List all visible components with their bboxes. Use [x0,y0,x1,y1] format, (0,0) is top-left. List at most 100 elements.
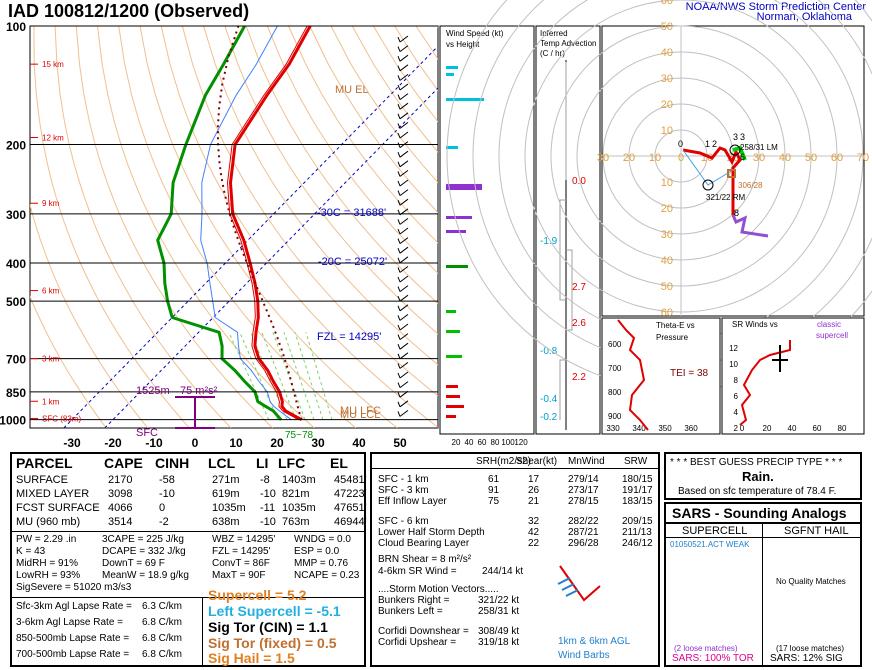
parcel-header: EL [330,455,348,471]
hodograph-tick: 50 [661,21,673,33]
temp-tick-label: -30 [63,436,81,450]
sr-winds-ytick: 6 [734,392,739,401]
storm-motion-value: 319/18 kt [478,637,520,648]
kinematic-cell: 91 [488,485,500,496]
wind-barb-flag [397,238,401,244]
parcel-divider [202,597,203,665]
sars-sig: SARS: 12% SIG [770,653,843,664]
dry-adiabat [245,26,438,305]
sars-col-hail: SGFNT HAIL [784,525,849,537]
theta-e-xtick: 340 [632,424,646,433]
kinematic-cell: SFC - 6 km [378,516,429,527]
virtual-temp-trace [226,26,308,421]
lapse-label: Sfc-3km Agl Lapse Rate = [16,601,132,612]
hodograph-tick: 40 [779,152,791,164]
wind-barb [399,217,409,225]
theta-e-ytick: 800 [608,388,622,397]
wind-barb-flag [397,46,401,52]
wind-speed-bar [446,415,456,418]
wind-speed-tick: 120 [514,438,528,447]
sr-winds-frame [721,317,865,435]
hodograph-height-label: 0 [678,139,683,149]
height-label: 3 km [42,355,60,364]
wind-barb-flag [397,372,401,379]
parcel-cell: 0 [159,502,166,514]
wind-barb [399,323,409,331]
index-cell: SigSevere = 51020 m3/s3 [16,582,132,593]
kinematic-cell: 32 [528,516,540,527]
kinematic-cell: 209/15 [622,516,653,527]
wind-barb-flag [397,296,401,302]
sfc-temps-label: 75~78 [285,430,314,441]
kinematic-cell: 279/14 [568,474,599,485]
wind-barb [399,45,409,52]
parcel-cell: MU (960 mb) [16,516,81,528]
parcel-cell: MIXED LAYER [16,488,90,500]
mean-wind-marker [727,169,736,178]
pressure-tick-label: 100 [6,20,26,34]
wind-barb-flag [397,411,401,417]
agl-wind-barbs [557,565,601,602]
temp-tick-label: 50 [393,436,407,450]
parcel-cell: -2 [159,516,169,528]
supercell-param: Supercell = 5.2 [208,587,307,603]
sr-winds-xtick: 0 [740,424,745,433]
wind-barb-flag [397,190,401,196]
wind-barb-flag [397,257,401,263]
page-title: IAD 100812/1200 (Observed) [8,1,250,21]
dry-adiabat [75,26,273,428]
wind-barb [399,381,409,389]
hodograph-tick: 50 [805,152,817,164]
wind-barb-flag [397,344,401,350]
mu-lfc-label: MU LFC [340,405,381,417]
parcel-cell: 821m [282,488,310,500]
storm-motion-value: 308/49 kt [478,626,520,637]
parcel-header: CAPE [104,455,143,471]
isotherm-line [104,87,438,428]
temp-tick-label: 30 [311,436,325,450]
height-label: SFC (83m) [42,414,81,423]
wind-speed-bar [446,146,458,149]
hodograph-trace-high [731,214,769,238]
sars-loose-hail: (17 loose matches) [776,644,845,653]
kinematic-cell: 42 [528,527,540,538]
kinematic-cell: 26 [528,485,540,496]
sr-winds-xtick: 80 [838,424,847,433]
index-cell: LowRH = 93% [16,570,81,581]
theta-e-xtick: 360 [684,424,698,433]
sr-winds-legend-1: classic [817,320,841,329]
moist-adiabat [228,332,270,420]
dry-adiabat [160,26,438,428]
wind-barb [399,275,409,283]
kinematic-cell: SFC - 3 km [378,485,429,496]
theta-e-xtick: 350 [658,424,672,433]
dry-adiabat [97,26,315,428]
sr-winds-panel: SR Winds vs classic supercell 12 10 8 6 4 2 0 20 40… [721,317,865,435]
mu-el-label: MU EL [335,84,369,96]
wind-speed-bar [446,330,460,333]
wind-barb-flag [397,94,401,100]
sr-winds-ytick: 4 [734,408,739,417]
lapse-label: 850-500mb Lapse Rate = [16,633,130,644]
kinematic-cell: Eff Inflow Layer [378,496,447,507]
kinematic-cell: 278/15 [568,496,599,507]
temp-advection-value: 2.7 [572,282,586,293]
temp-advection-frame [535,25,601,435]
kinematic-cell: Cloud Bearing Layer [378,538,470,549]
wind-barb [399,131,409,139]
dry-adiabat [224,26,438,335]
sr-winds-xtick: 60 [813,424,822,433]
wind-barb-flag [397,401,401,407]
wind-barb-flag [397,267,401,273]
kinematic-cell: 180/15 [622,474,653,485]
theta-e-xtick: 330 [606,424,620,433]
parcel-cell: 3514 [108,516,133,528]
wind-barb [399,64,409,72]
wind-barb [399,333,409,341]
wind-speed-title: Wind Speed (kt) [446,29,504,38]
kinematic-cell: 287/21 [568,527,599,538]
wind-speed-tick: 100 [501,438,515,447]
barb-1km [559,565,601,602]
wind-barb-flag [397,248,401,254]
